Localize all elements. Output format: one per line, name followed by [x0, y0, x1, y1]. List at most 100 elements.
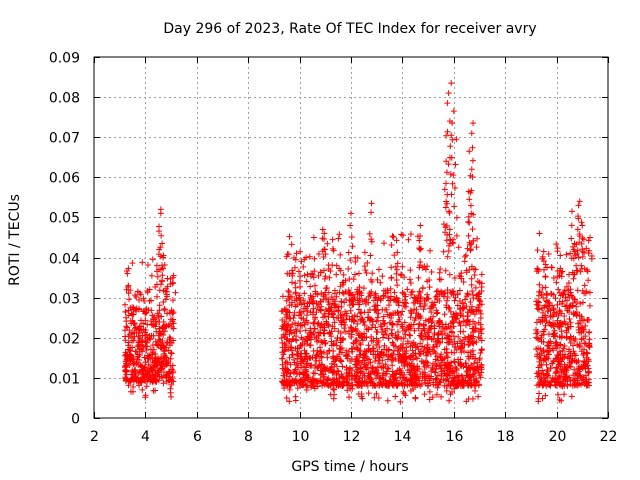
data-point — [448, 328, 455, 335]
data-point — [548, 322, 555, 329]
data-point — [564, 297, 571, 304]
data-point — [310, 305, 317, 312]
data-point — [166, 369, 173, 376]
data-point — [407, 307, 414, 314]
y-tick-label: 0.05 — [49, 211, 80, 227]
data-point — [424, 380, 431, 387]
data-point — [562, 377, 569, 384]
data-point — [280, 379, 287, 386]
data-point — [358, 382, 365, 389]
data-point — [125, 290, 132, 297]
data-point — [153, 268, 160, 275]
data-point — [159, 277, 166, 284]
data-point — [155, 312, 162, 319]
data-point — [361, 263, 368, 270]
data-point — [395, 344, 402, 351]
data-point — [348, 210, 354, 217]
data-point — [470, 211, 477, 218]
data-point — [297, 248, 304, 255]
data-point — [572, 335, 579, 342]
data-point — [534, 265, 541, 272]
data-point — [385, 366, 392, 373]
data-point — [385, 347, 392, 354]
data-point — [438, 393, 445, 400]
data-point — [579, 235, 586, 242]
data-point — [456, 272, 463, 279]
data-point — [391, 377, 398, 384]
data-point — [129, 260, 136, 267]
data-point — [319, 367, 326, 374]
data-point — [444, 332, 451, 339]
data-point — [334, 334, 341, 341]
data-point — [168, 350, 175, 357]
data-point — [576, 344, 583, 351]
data-point — [554, 245, 561, 252]
data-point — [444, 128, 451, 135]
data-point — [444, 287, 451, 294]
data-point — [289, 279, 295, 286]
data-point — [139, 386, 146, 393]
data-point — [422, 379, 429, 386]
data-point — [571, 271, 578, 278]
data-point — [169, 377, 176, 384]
data-point — [536, 281, 543, 288]
data-point — [566, 303, 573, 310]
data-point — [383, 331, 390, 338]
data-point — [556, 396, 563, 403]
data-point — [430, 344, 437, 351]
data-point — [473, 244, 480, 251]
data-point — [353, 379, 360, 386]
data-point — [562, 369, 569, 376]
data-point — [367, 252, 374, 259]
data-point — [144, 289, 151, 296]
data-point — [449, 136, 456, 143]
data-point — [166, 377, 173, 384]
data-point — [379, 372, 386, 379]
data-point — [136, 296, 143, 303]
data-point — [407, 231, 414, 238]
data-point — [390, 351, 397, 358]
data-point — [390, 234, 397, 241]
data-point — [162, 296, 169, 303]
data-point — [581, 346, 588, 353]
data-point — [368, 365, 375, 372]
data-point — [560, 290, 567, 297]
data-point — [310, 274, 317, 281]
data-point — [301, 290, 308, 297]
data-point — [441, 370, 448, 377]
data-point — [467, 202, 474, 209]
data-point — [535, 364, 542, 371]
data-point — [580, 362, 587, 369]
data-point — [359, 315, 366, 322]
data-point — [445, 248, 452, 255]
data-point — [435, 382, 442, 389]
data-point — [443, 180, 450, 187]
data-point — [139, 348, 146, 355]
data-point — [284, 369, 291, 376]
data-point — [576, 198, 583, 205]
data-point — [365, 293, 372, 300]
data-point — [366, 230, 373, 237]
data-point — [163, 285, 170, 292]
data-point — [337, 346, 344, 353]
data-point — [440, 248, 447, 255]
data-point — [374, 363, 381, 370]
data-point — [374, 306, 381, 313]
data-point — [393, 277, 400, 284]
data-point — [559, 347, 566, 354]
data-point — [442, 267, 449, 274]
data-point — [304, 308, 311, 315]
data-point — [330, 340, 337, 347]
data-point — [475, 334, 482, 341]
data-point — [339, 373, 346, 380]
data-point — [417, 233, 424, 240]
data-point — [347, 222, 354, 229]
data-point — [344, 387, 351, 394]
data-point — [575, 254, 582, 261]
data-point — [567, 363, 574, 370]
data-point — [137, 291, 144, 298]
data-point — [310, 234, 317, 241]
data-point — [533, 346, 540, 353]
data-point — [467, 172, 474, 179]
data-point — [586, 329, 593, 336]
